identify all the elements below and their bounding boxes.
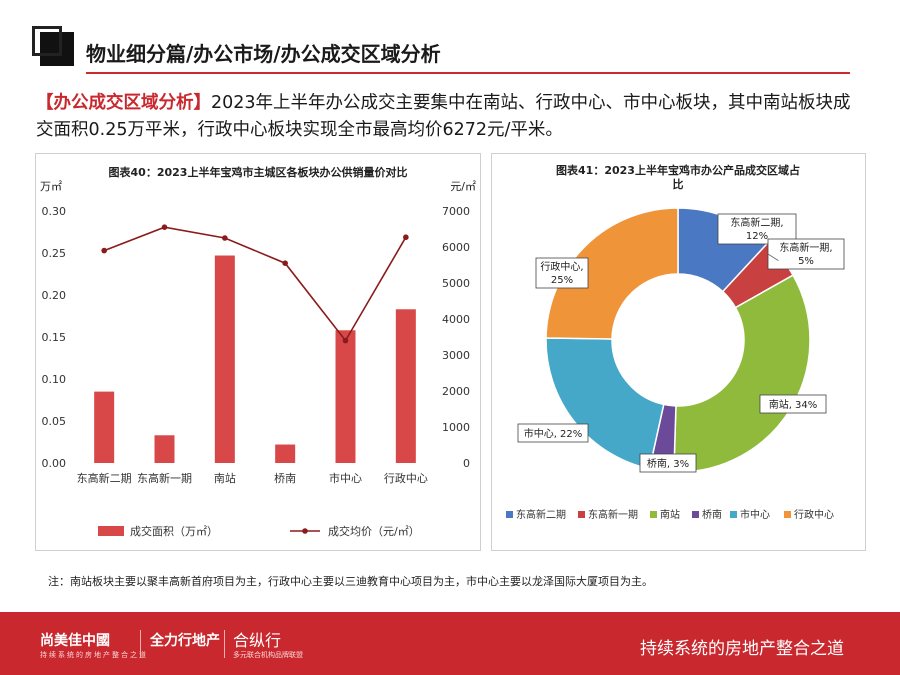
price-point-东高新一期 (161, 224, 168, 230)
y-left-tick-label: 0.30 (42, 205, 67, 218)
x-tick-label: 市中心 (329, 471, 362, 485)
slice-label-南站: 南站, 34% (769, 398, 818, 411)
page-title: 物业细分篇/办公市场/办公成交区域分析 (86, 42, 441, 66)
footer-bar (0, 612, 900, 675)
bar-line-chart: 图表40：2023上半年宝鸡市主城区各板块办公供销量价对比 万㎡ 元/㎡ 0.0… (40, 165, 476, 538)
legend-label-area: 成交面积（万㎡） (130, 524, 218, 538)
chart41-title-line2: 比 (673, 177, 684, 191)
legend-label-行政中心: 行政中心 (794, 508, 834, 521)
legend-swatch-东高新一期 (578, 511, 585, 518)
bar-行政中心 (395, 309, 416, 463)
y-left-tick-label: 0.15 (42, 331, 67, 344)
bar-桥南 (275, 444, 296, 463)
legend-label-东高新一期: 东高新一期 (588, 508, 638, 521)
footer-brand-quanlixing: 全力行地产 (150, 633, 220, 649)
bar-市中心 (335, 330, 356, 463)
slice-leader-line (767, 253, 779, 261)
bar-东高新一期 (154, 435, 175, 463)
x-tick-label: 行政中心 (384, 471, 428, 485)
price-point-行政中心 (403, 234, 409, 241)
x-tick-label: 桥南 (274, 472, 296, 485)
slice-label-市中心: 市中心, 22% (524, 427, 583, 440)
y-left-tick-label: 0.10 (42, 373, 67, 386)
footnote: 注：南站板块主要以聚丰高新首府项目为主，行政中心主要以三迪教育中心项目为主，市中… (48, 575, 653, 588)
donut-chart: 图表41：2023上半年宝鸡市办公产品成交区域占 比 东高新二期, 12% 东高新一… (506, 163, 845, 521)
slice-label-value: 25% (551, 275, 573, 286)
footer-brand-shangmeijia: 尚美佳中國 (40, 633, 110, 649)
legend-label-南站: 南站 (660, 508, 680, 521)
price-point-南站 (222, 235, 228, 241)
slice-label-value: 12% (746, 231, 768, 242)
header-logo-outline (32, 26, 62, 56)
legend-label-price: 成交均价（元/㎡） (328, 524, 420, 538)
slice-label-box (767, 238, 845, 270)
header-logo-block (40, 32, 74, 66)
slice-南站 (673, 274, 811, 473)
slice-label-东高新一期: 东高新一期, (779, 241, 832, 254)
x-tick-label: 东高新二期 (77, 471, 132, 485)
x-tick-label: 南站 (214, 471, 236, 485)
footer-brand-hezongxing: 合纵行 (233, 631, 282, 650)
footer-slogan: 持续系统的房地产整合之道 (640, 639, 844, 659)
y-right-tick-label: 7000 (442, 205, 470, 218)
slice-label-box (535, 257, 589, 289)
legend-swatch-南站 (650, 511, 657, 518)
slice-label-box (639, 453, 697, 473)
intro-paragraph: 【办公成交区域分析】2023年上半年办公成交主要集中在南站、行政中心、市中心板块… (36, 90, 866, 144)
donut-chart-panel: 图表41：2023上半年宝鸡市办公产品成交区域占 比 东高新二期, 12% 东高新一… (491, 153, 866, 551)
bar-南站 (214, 255, 235, 463)
footer-separator (140, 630, 141, 658)
slice-label-桥南: 桥南, 3% (647, 457, 689, 470)
legend-swatch-市中心 (730, 511, 737, 518)
legend-swatch-行政中心 (784, 511, 791, 518)
legend-label-东高新二期: 东高新二期 (516, 508, 566, 521)
x-tick-label: 东高新一期 (137, 471, 192, 485)
legend-swatch-area (98, 526, 124, 536)
legend-label-桥南: 桥南 (702, 508, 722, 521)
slice-label-box (759, 394, 827, 414)
intro-tag: 【办公成交区域分析】 (36, 93, 211, 113)
y-left-tick-label: 0.20 (42, 289, 67, 302)
slice-市中心 (545, 337, 665, 470)
legend-label-市中心: 市中心 (740, 508, 770, 521)
price-point-市中心 (342, 337, 349, 344)
footer-brand-tagline: 持续系统的房地产整合之道 (40, 651, 148, 659)
bar-chart-panel: 图表40：2023上半年宝鸡市主城区各板块办公供销量价对比 万㎡ 元/㎡ 0.0… (35, 153, 481, 551)
price-line (103, 226, 407, 343)
price-point-桥南 (282, 260, 288, 266)
y-right-tick-label: 0 (463, 457, 470, 470)
legend-swatch-东高新二期 (506, 511, 513, 518)
y-right-tick-label: 5000 (442, 277, 470, 290)
y-right-tick-label: 1000 (442, 421, 470, 434)
intro-text: 2023年上半年办公成交主要集中在南站、行政中心、市中心板块，其中南站板块成交面… (36, 93, 851, 140)
slice-label-行政中心: 行政中心, (540, 260, 583, 273)
price-point-东高新二期 (101, 247, 107, 254)
slice-label-value: 5% (798, 256, 814, 267)
y-left-tick-label: 0.00 (42, 457, 67, 470)
slice-label-东高新二期: 东高新二期, (730, 216, 783, 229)
footer-brand-hezongxing-tagline: 多元联合机构品牌联盟 (233, 651, 303, 659)
right-axis-unit: 元/㎡ (450, 180, 476, 193)
legend-marker-price (302, 528, 308, 534)
y-right-tick-label: 3000 (442, 349, 470, 362)
bar-东高新二期 (94, 391, 115, 463)
y-right-tick-label: 2000 (442, 385, 470, 398)
y-left-tick-label: 0.05 (42, 415, 67, 428)
legend-swatch-桥南 (692, 511, 699, 518)
y-right-tick-label: 6000 (442, 241, 470, 254)
footer-separator (224, 630, 225, 658)
y-left-tick-label: 0.25 (42, 247, 67, 260)
chart41-title-line1: 图表41：2023上半年宝鸡市办公产品成交区域占 (556, 163, 800, 177)
left-axis-unit: 万㎡ (40, 180, 62, 193)
chart40-title: 图表40：2023上半年宝鸡市主城区各板块办公供销量价对比 (109, 165, 408, 179)
header-divider (86, 72, 850, 74)
y-right-tick-label: 4000 (442, 313, 470, 326)
slice-label-box (517, 423, 589, 443)
